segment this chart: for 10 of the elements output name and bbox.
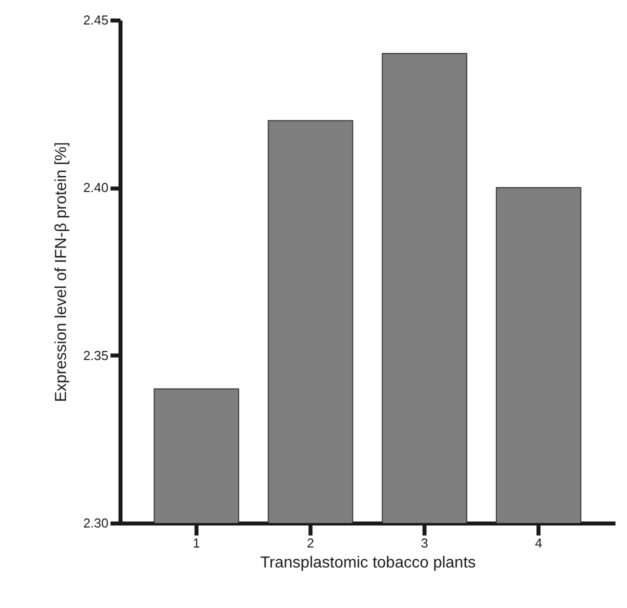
y-axis-title: Expression level of IFN-β protein [%] (53, 142, 70, 402)
y-tick-label: 2.45 (83, 12, 108, 28)
x-tick-label: 1 (192, 536, 200, 550)
y-tick-label: 2.30 (83, 516, 108, 530)
y-tick-label: 2.35 (83, 348, 108, 363)
x-tick-label: 4 (534, 536, 542, 550)
y-tick-label: 2.40 (83, 180, 108, 196)
x-tick-label: 3 (420, 536, 428, 550)
x-tick-label: 2 (306, 536, 314, 550)
x-axis-title: Transplastomic tobacco plants (260, 554, 476, 572)
